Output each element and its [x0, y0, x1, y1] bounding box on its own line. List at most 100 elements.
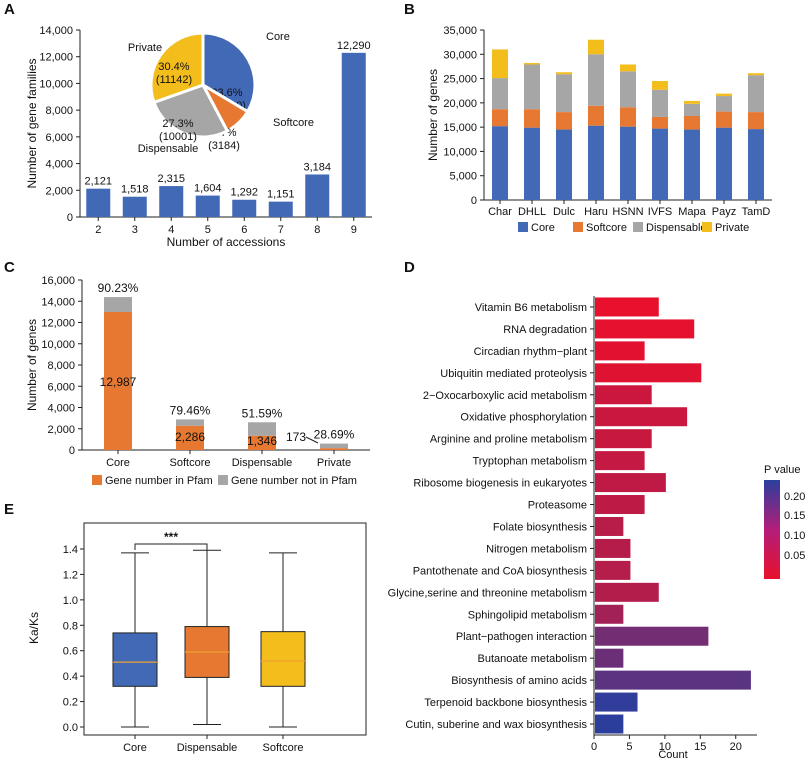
b-bar-segment: [556, 129, 572, 200]
b-bar-segment: [748, 112, 764, 130]
c-x-tick-label: Private: [317, 457, 351, 469]
a-x-tick-label: 2: [95, 224, 101, 236]
d-bar: [595, 604, 624, 624]
b-x-tick-label: IVFS: [648, 206, 672, 218]
e-x-tick-label: Core: [123, 742, 147, 754]
d-colorbar-tick-label: 0.10: [784, 530, 805, 542]
d-category-label: Oxidative phosphorylation: [460, 412, 587, 424]
d-bar: [595, 538, 631, 558]
b-bar-segment: [684, 129, 700, 200]
b-bar-segment: [556, 72, 572, 75]
d-category-label: Pantothenate and CoA biosynthesis: [413, 565, 588, 577]
a-pie-name: Private: [128, 42, 162, 54]
b-bar-segment: [620, 126, 636, 200]
c-inner-label: 173: [286, 430, 306, 444]
a-x-tick-label: 8: [314, 224, 320, 236]
d-bar: [595, 341, 645, 361]
a-pie-percent: 27.3%: [162, 118, 193, 130]
d-category-label: Terpenoid backbone biosynthesis: [424, 697, 587, 709]
a-pie-slice: [152, 83, 230, 139]
b-y-tick-label: 10,000: [443, 146, 477, 158]
b-bar-segment: [716, 93, 732, 97]
d-bar: [595, 560, 631, 580]
b-bar-segment: [652, 81, 668, 90]
a-bar-label: 1,292: [230, 187, 258, 199]
c-bar-segment: [104, 312, 132, 450]
b-x-tick-label: Char: [488, 206, 512, 218]
b-bar-segment: [588, 125, 604, 200]
b-bar-segment: [684, 115, 700, 130]
b-legend-label: Softcore: [586, 222, 627, 234]
a-bar: [305, 174, 330, 217]
b-legend-swatch: [518, 222, 528, 232]
c-percent-label: 90.23%: [98, 281, 139, 295]
d-x-tick-label: 10: [659, 741, 671, 753]
e-box: [112, 632, 158, 687]
c-percent-label: 79.46%: [170, 403, 211, 417]
b-legend-label: Dispensable: [646, 222, 707, 234]
panel-label-e: E: [4, 501, 14, 518]
d-bar: [595, 407, 688, 427]
b-bar-segment: [524, 63, 540, 65]
c-x-tick-label: Softcore: [170, 457, 211, 469]
a-y-tick-label: 14,000: [39, 25, 73, 37]
a-bar-label: 1,151: [267, 189, 295, 201]
b-legend-label: Core: [531, 222, 555, 234]
d-category-label: Biosynthesis of amino acids: [451, 675, 587, 687]
b-bar-segment: [588, 105, 604, 126]
b-bar-segment: [684, 103, 700, 116]
e-y-tick-label: 0.4: [63, 671, 78, 683]
d-bar: [595, 626, 709, 646]
b-y-tick-label: 30,000: [443, 49, 477, 61]
panel-e-chart: 0.0 0.2 0.4 0.6 0.8 1.0 1.2 1.4 Ka/Ks Core Dispens…: [27, 522, 367, 754]
c-y-tick-label: 10,000: [41, 339, 75, 351]
c-bar-segment: [320, 443, 348, 449]
panel-d-chart: Vitamin B6 metabolism RNA degradation Circ…: [388, 296, 805, 761]
d-bar: [595, 319, 695, 339]
b-x-tick-label: Haru: [584, 206, 608, 218]
a-bar: [232, 199, 257, 217]
e-y-tick-label: 1.0: [63, 595, 78, 607]
b-bar-segment: [524, 64, 540, 110]
a-bar: [341, 52, 366, 217]
d-x-tick-label: 5: [626, 741, 632, 753]
panel-label-a: A: [4, 1, 15, 18]
a-pie-percent: 30.4%: [158, 61, 189, 73]
d-x-tick-label: 0: [591, 741, 597, 753]
a-pie-name: Dispensable: [138, 143, 199, 155]
a-bar-label: 1,604: [194, 183, 222, 195]
a-bar: [195, 195, 220, 217]
d-category-label: Arginine and proline metabolism: [430, 434, 587, 446]
b-bar-segment: [684, 100, 700, 104]
c-inner-label: 12,987: [100, 375, 137, 389]
d-category-label: Sphingolipid metabolism: [468, 609, 587, 621]
b-bar-segment: [716, 96, 732, 112]
a-x-tick-label: 4: [168, 224, 174, 236]
e-box: [260, 631, 306, 687]
d-bar: [595, 363, 702, 383]
a-y-tick-label: 2,000: [45, 185, 73, 197]
c-y-tick-label: 14,000: [41, 296, 75, 308]
d-category-label: Glycine,serine and threonine metabolism: [388, 587, 587, 599]
a-y-tick-label: 4,000: [45, 159, 73, 171]
c-y-tick-label: 12,000: [41, 318, 75, 330]
b-bar-segment: [652, 128, 668, 200]
a-x-axis-title: Number of accessions: [167, 235, 286, 249]
a-bar: [86, 188, 111, 217]
c-legend-label: Gene number not in Pfam: [231, 475, 357, 487]
b-y-tick-label: 15,000: [443, 122, 477, 134]
d-category-label: RNA degradation: [503, 324, 587, 336]
e-x-tick-label: Softcore: [263, 742, 304, 754]
a-y-tick-label: 8,000: [45, 105, 73, 117]
d-colorbar-tick-label: 0.20: [784, 491, 805, 503]
d-bar: [595, 473, 666, 493]
e-y-axis-title: Ka/Ks: [27, 612, 41, 644]
panel-label-d: D: [404, 259, 415, 276]
b-y-axis-title: Number of genes: [426, 69, 440, 161]
b-bar-segment: [492, 78, 508, 110]
c-legend-label: Gene number in Pfam: [105, 475, 213, 487]
b-bar-segment: [716, 111, 732, 128]
c-percent-label: 28.69%: [314, 428, 355, 442]
c-private-pointer: [305, 436, 319, 444]
